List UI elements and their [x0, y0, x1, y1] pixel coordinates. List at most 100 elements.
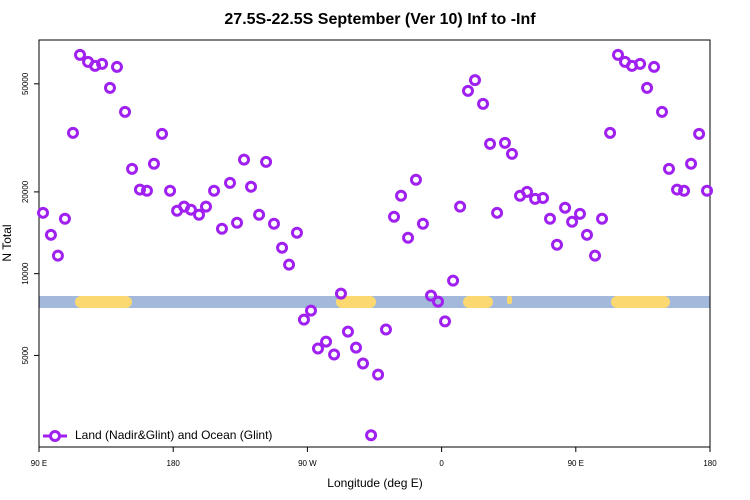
point	[551, 238, 564, 251]
point	[498, 136, 511, 149]
point	[521, 185, 534, 198]
point	[341, 325, 354, 338]
land-band	[611, 296, 670, 308]
point	[648, 60, 661, 73]
point	[231, 216, 244, 229]
x-tick-label: 90 E	[568, 459, 584, 468]
point	[662, 162, 675, 175]
y-axis-label: N Total	[0, 224, 14, 261]
point	[297, 313, 310, 326]
point	[372, 368, 385, 381]
plot-frame	[38, 39, 711, 448]
legend-marker	[49, 430, 61, 442]
point	[505, 147, 518, 160]
point	[253, 208, 266, 221]
point	[245, 180, 258, 193]
point	[671, 183, 684, 196]
point	[156, 127, 169, 140]
point	[395, 189, 408, 202]
point	[200, 200, 213, 213]
point	[611, 48, 624, 61]
point	[51, 249, 64, 262]
point	[184, 203, 197, 216]
point	[544, 212, 557, 225]
point	[215, 222, 228, 235]
point	[140, 184, 153, 197]
y-tick-label: 20000	[21, 180, 30, 203]
point	[74, 48, 87, 61]
point	[192, 208, 205, 221]
point	[641, 81, 654, 94]
point	[432, 295, 445, 308]
point	[96, 57, 109, 70]
point	[119, 105, 132, 118]
point	[126, 162, 139, 175]
land-band	[336, 296, 376, 308]
point	[304, 304, 317, 317]
point	[634, 57, 647, 70]
x-axis-label: Longitude (deg E)	[327, 476, 422, 490]
x-tick-label: 90 E	[31, 459, 47, 468]
point	[37, 206, 50, 219]
point	[388, 210, 401, 223]
point	[164, 184, 177, 197]
point	[350, 341, 363, 354]
point	[701, 184, 714, 197]
point	[365, 429, 378, 442]
point	[357, 357, 370, 370]
land-band	[463, 296, 493, 308]
chart-title: 27.5S-22.5S September (Ver 10) Inf to -I…	[224, 11, 536, 28]
point	[267, 217, 280, 230]
point	[290, 226, 303, 239]
point	[320, 335, 333, 348]
land-band	[507, 296, 512, 304]
land-ocean-strip	[39, 296, 710, 308]
x-tick-label: 0	[439, 459, 444, 468]
point	[589, 249, 602, 262]
point	[461, 84, 474, 97]
point	[580, 228, 593, 241]
point	[103, 81, 116, 94]
point	[573, 207, 586, 220]
x-tick-label: 180	[703, 459, 717, 468]
point	[409, 173, 422, 186]
point	[604, 126, 617, 139]
point	[276, 241, 289, 254]
point	[536, 191, 549, 204]
point	[447, 274, 460, 287]
point	[477, 97, 490, 110]
y-tick-label: 5000	[21, 346, 30, 364]
point	[311, 342, 324, 355]
point	[469, 74, 482, 87]
point	[484, 137, 497, 150]
point	[402, 231, 415, 244]
point	[66, 126, 79, 139]
point	[208, 184, 221, 197]
point	[379, 323, 392, 336]
x-tick-label: 180	[167, 459, 181, 468]
point	[328, 348, 341, 361]
y-tick-label: 10000	[21, 262, 30, 285]
point	[334, 287, 347, 300]
point	[454, 200, 467, 213]
point	[110, 60, 123, 73]
point	[147, 157, 160, 170]
point	[566, 215, 579, 228]
point	[439, 315, 452, 328]
point	[238, 153, 251, 166]
legend-label: Land (Nadir&Glint) and Ocean (Glint)	[75, 428, 272, 442]
point	[678, 184, 691, 197]
point	[655, 105, 668, 118]
point	[260, 155, 273, 168]
point	[283, 258, 296, 271]
point	[693, 127, 706, 140]
y-tick-label: 50000	[21, 72, 30, 95]
point	[224, 176, 237, 189]
point	[596, 212, 609, 225]
point	[559, 201, 572, 214]
land-band	[75, 296, 132, 308]
point	[425, 289, 438, 302]
point	[58, 212, 71, 225]
point	[416, 217, 429, 230]
